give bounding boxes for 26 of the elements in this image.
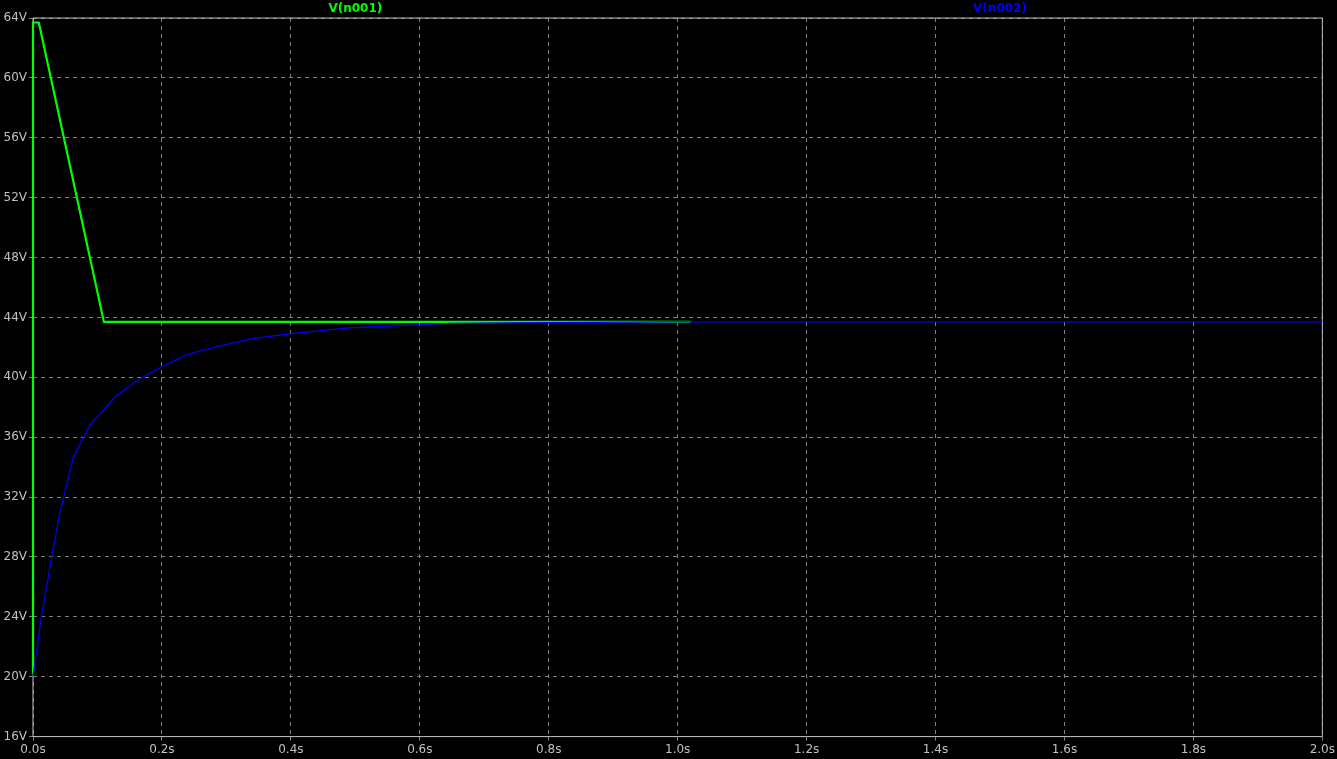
text: V(n001) (328, 1, 383, 16)
y-tick-label: 52V (3, 189, 28, 204)
x-tick-label: 0.0s (20, 741, 46, 756)
x-tick-label: 0.2s (149, 741, 175, 756)
x-tick-label: 0.6s (407, 741, 433, 756)
y-tick-label: 24V (3, 608, 28, 623)
y-tick-label: 16V (3, 728, 28, 743)
y-tick-label: 44V (3, 309, 28, 324)
y-tick-label: 48V (3, 249, 28, 264)
x-tick-label: 1.2s (793, 741, 820, 756)
x-tick-label: 0.8s (536, 741, 562, 756)
x-tick-label: 1.4s (922, 741, 949, 756)
x-tick-label: 2.0s (1309, 741, 1335, 756)
y-tick-label: 36V (3, 429, 28, 444)
x-tick-label: 1.0s (664, 741, 691, 756)
y-tick-label: 60V (3, 70, 28, 85)
x-tick-label: 1.6s (1051, 741, 1078, 756)
y-tick-label: 64V (3, 10, 28, 25)
y-tick-label: 32V (3, 489, 28, 504)
y-tick-label: 56V (3, 129, 28, 144)
x-tick-label: 1.8s (1180, 741, 1207, 756)
text: V(n002) (973, 1, 1027, 16)
x-tick-label: 0.4s (278, 741, 304, 756)
y-tick-label: 28V (3, 549, 28, 564)
y-tick-label: 40V (3, 369, 28, 384)
y-tick-label: 20V (3, 668, 28, 683)
